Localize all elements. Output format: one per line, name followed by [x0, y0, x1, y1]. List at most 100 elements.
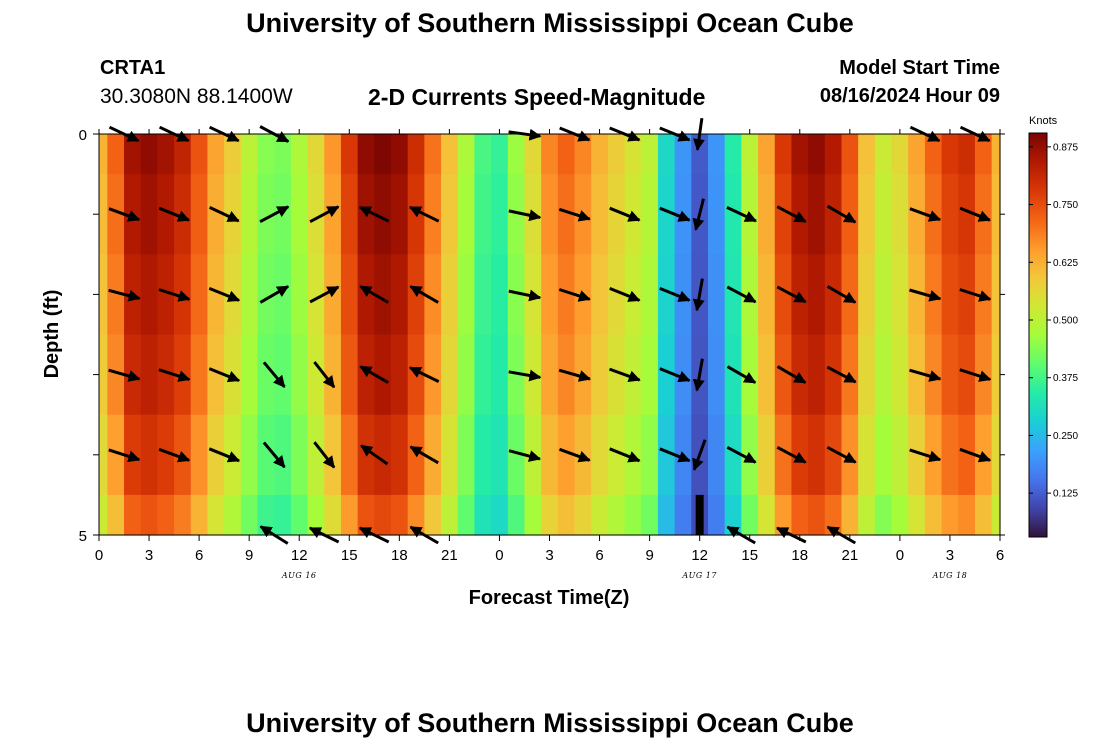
heatmap-cell [157, 494, 175, 536]
heatmap-cell [140, 494, 158, 536]
current-vector [108, 288, 141, 302]
heatmap-cell [557, 334, 576, 416]
heatmap-cell [274, 254, 292, 336]
model-start-time: 08/16/2024 Hour 09 [819, 85, 1000, 107]
heatmap-cell [641, 334, 659, 416]
date-label: AUG 17 [681, 571, 717, 580]
model-start-label: Model Start Time [839, 57, 1000, 79]
heatmap-cell [758, 494, 776, 536]
current-vector [158, 368, 191, 382]
heatmap-cell [507, 334, 526, 416]
colorbar-tick-label: 0.375 [1053, 373, 1078, 384]
heatmap-cell [574, 494, 592, 536]
x-tick-label: 12 [291, 547, 308, 564]
current-vector [909, 207, 942, 222]
x-tick-label: 6 [996, 547, 1004, 564]
heatmap-cell [257, 174, 275, 255]
current-vector [776, 285, 807, 304]
heatmap-cell [491, 414, 509, 496]
heatmap-cell [557, 174, 576, 255]
heatmap-cell [240, 414, 259, 496]
current-vector [776, 205, 807, 224]
heatmap-cell [758, 334, 776, 416]
current-vector [692, 198, 705, 231]
colorbar-tick-label: 0.500 [1053, 315, 1078, 326]
heatmap-cell [107, 134, 125, 175]
heatmap-cell [274, 134, 292, 175]
heatmap-cell [390, 414, 409, 496]
heatmap-cell [758, 414, 776, 496]
heatmap-cell [190, 254, 209, 336]
heatmap-cell [791, 134, 809, 175]
heatmap-cell [624, 494, 642, 536]
x-tick-label: 6 [595, 547, 603, 564]
heatmap-cell [107, 334, 125, 416]
heatmap-cell [99, 174, 108, 255]
heatmap-cell [791, 494, 809, 536]
current-vector [309, 205, 340, 224]
heatmap-cell [441, 334, 459, 416]
x-tick-label: 0 [896, 547, 904, 564]
heatmap-cell [491, 254, 509, 336]
heatmap-cell [491, 334, 509, 416]
heatmap-cell [441, 134, 459, 175]
heatmap-cell [591, 134, 609, 175]
heatmap-cell [874, 414, 893, 496]
chart-title: University of Southern Mississippi Ocean… [246, 8, 854, 38]
station-id: CRTA1 [100, 57, 166, 79]
current-vector [659, 367, 691, 383]
heatmap-cell [891, 494, 909, 536]
heatmap-cell [607, 414, 626, 496]
heatmap-cell [991, 174, 1001, 255]
x-tick-label: 21 [441, 547, 458, 564]
heatmap-cell [290, 174, 309, 255]
heatmap-cell [190, 334, 209, 416]
current-vector [909, 448, 942, 463]
heatmap-cell [457, 334, 476, 416]
current-vector [208, 447, 241, 463]
heatmap-cell [741, 134, 759, 175]
heatmap-cell [708, 174, 726, 255]
heatmap-cell [708, 494, 726, 536]
heatmap-cell [324, 414, 342, 496]
heatmap-cell [374, 134, 392, 175]
current-vector [659, 206, 691, 222]
heatmap-cell [374, 494, 392, 536]
current-vector [108, 448, 141, 463]
heatmap-cell [290, 494, 309, 536]
heatmap-cell [357, 494, 375, 536]
colorbar-title: Knots [1029, 115, 1058, 127]
heatmap-cell [858, 254, 876, 336]
heatmap-cell [140, 134, 158, 175]
heatmap-cell [99, 254, 108, 336]
heatmap-cell [190, 414, 209, 496]
heatmap-cell [908, 414, 926, 496]
heatmap-cell [307, 174, 325, 255]
heatmap-cell [607, 254, 626, 336]
heatmap-cell [991, 134, 1001, 175]
heatmap-cell [441, 414, 459, 496]
x-tick-label: 18 [791, 547, 808, 564]
heatmap-cell [507, 174, 526, 255]
heatmap-cell [541, 174, 559, 255]
heatmap-cell [607, 334, 626, 416]
heatmap-cell [924, 494, 943, 536]
current-vector [692, 439, 707, 471]
heatmap-cell [808, 134, 826, 175]
heatmap-cell [974, 494, 993, 536]
heatmap-cell [457, 494, 476, 536]
colorbar-tick-label: 0.250 [1053, 431, 1078, 442]
heatmap-cell [541, 334, 559, 416]
heatmap-cell [958, 134, 976, 175]
heatmap-cell [591, 254, 609, 336]
heatmap-cell [758, 134, 776, 175]
heatmap-cell [858, 174, 876, 255]
current-vector [158, 206, 191, 222]
heatmap-cell [274, 414, 292, 496]
heatmap-cell [424, 494, 442, 536]
heatmap-cell [774, 494, 793, 536]
heatmap-cell [891, 334, 909, 416]
heatmap-cell [507, 254, 526, 336]
heatmap-cells [99, 134, 1001, 536]
heatmap-cell [874, 174, 893, 255]
